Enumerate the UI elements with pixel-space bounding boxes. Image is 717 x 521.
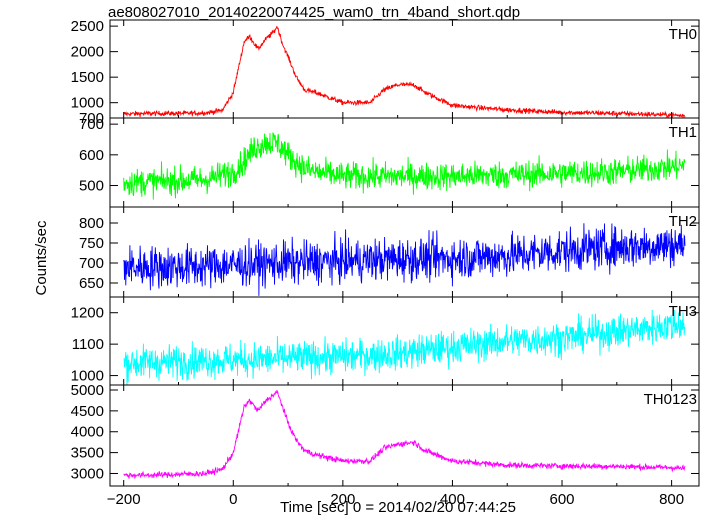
x-tick-label: 400 — [440, 491, 465, 508]
series-line-th1 — [123, 132, 686, 200]
y-tick-label-th2: 750 — [79, 235, 104, 252]
panel-th1: 500 600 700 TH1 — [79, 116, 700, 208]
panel-frame-th0123 — [109, 384, 700, 487]
y-tick-label-th0: 700 — [79, 110, 104, 127]
x-tick-label: 200 — [330, 491, 355, 508]
panel-th0123: 3000 3500 4000 4500 5000 TH0123 −200 0 200 400 600… — [71, 382, 700, 508]
y-tick-label-th3: 1000 — [71, 368, 104, 385]
panel-label-th0: TH0 — [669, 26, 697, 43]
y-tick-label-th0123: 4500 — [71, 403, 104, 420]
series-line-th2 — [123, 223, 686, 296]
x-tick-label: 600 — [550, 491, 575, 508]
y-tick-label-th0: 1500 — [71, 69, 104, 86]
panel-label-th1: TH1 — [669, 124, 697, 141]
y-tick-label-th0123: 4000 — [71, 424, 104, 441]
y-tick-label-th1: 600 — [79, 147, 104, 164]
panel-th3: 1000 1100 1200 TH3 — [71, 296, 700, 386]
y-tick-label-th2: 650 — [79, 275, 104, 292]
y-tick-label-th1: 700 — [79, 116, 104, 133]
x-tick-label: −200 — [107, 491, 141, 508]
y-tick-label-th0123: 3500 — [71, 445, 104, 462]
panel-frame-th0 — [109, 19, 700, 119]
panel-th2: 650 700 750 800 TH2 — [79, 206, 700, 298]
x-axis-label: Time [sec] 0 = 2014/02/20 07:44:25 — [280, 499, 516, 516]
series-line-th3 — [123, 309, 686, 385]
y-tick-label-th3: 1200 — [71, 305, 104, 322]
y-axis-label: Counts/sec — [33, 220, 50, 296]
y-tick-label-th3: 1100 — [72, 336, 104, 353]
panel-label-th2: TH2 — [669, 213, 697, 230]
series-line-th0 — [123, 26, 686, 118]
series-line-th0123 — [123, 390, 686, 480]
y-tick-label-th2: 700 — [79, 255, 104, 272]
y-tick-label-th0123: 5000 — [71, 382, 104, 399]
panel-label-th0123: TH0123 — [644, 391, 697, 408]
panel-label-th3: TH3 — [669, 303, 697, 320]
y-tick-label-th2: 800 — [79, 215, 104, 232]
y-tick-label-th1: 500 — [79, 178, 104, 195]
panel-frame-th1 — [109, 117, 700, 208]
x-tick-label: 800 — [659, 491, 684, 508]
x-tick-label: 0 — [229, 491, 237, 508]
y-tick-label-th0: 2000 — [71, 44, 104, 61]
chart-title: ae808027010_20140220074425_wam0_trn_4ban… — [108, 4, 520, 21]
y-tick-label-th0: 1000 — [71, 95, 104, 112]
y-tick-label-th0123: 3000 — [71, 465, 104, 482]
y-tick-label-th0: 2500 — [71, 18, 104, 35]
